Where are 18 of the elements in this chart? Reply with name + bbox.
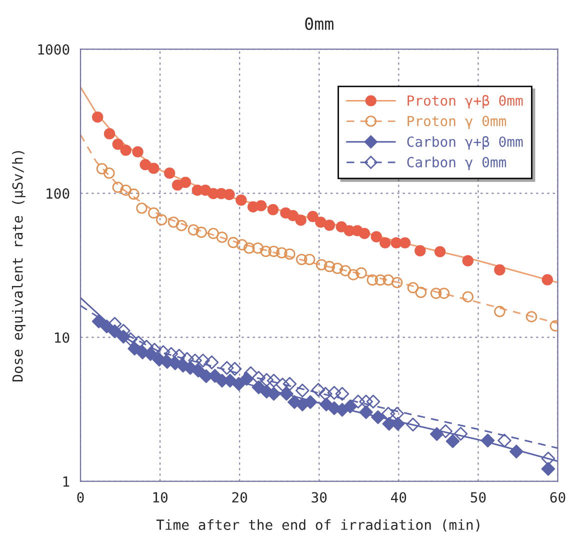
y-tick-label: 1000: [38, 44, 70, 55]
legend-label: Carbon γ 0mm: [407, 156, 506, 170]
legend-label: Carbon γ+β 0mm: [407, 136, 523, 150]
x-tick-label: 20: [232, 492, 248, 503]
y-tick-label: 1: [63, 476, 70, 487]
x-tick-label: 60: [550, 492, 566, 503]
x-tick-label: 40: [390, 492, 406, 503]
x-tick-label: 30: [312, 492, 327, 503]
legend-label: Proton γ+β 0mm: [408, 94, 523, 108]
x-tick-label: 0: [77, 492, 84, 503]
y-axis-title: Dose equivalent rate (μSv/h): [12, 151, 26, 382]
x-tick-label: 10: [153, 492, 168, 503]
x-tick-label: 50: [470, 492, 486, 503]
y-tick-label: 10: [55, 332, 70, 343]
x-axis-title: Time after the end of irradiation (min): [156, 519, 480, 532]
y-tick-label: 100: [46, 188, 70, 199]
chart-title: 0mm: [305, 17, 334, 30]
legend-label: Proton γ 0mm: [408, 116, 506, 129]
